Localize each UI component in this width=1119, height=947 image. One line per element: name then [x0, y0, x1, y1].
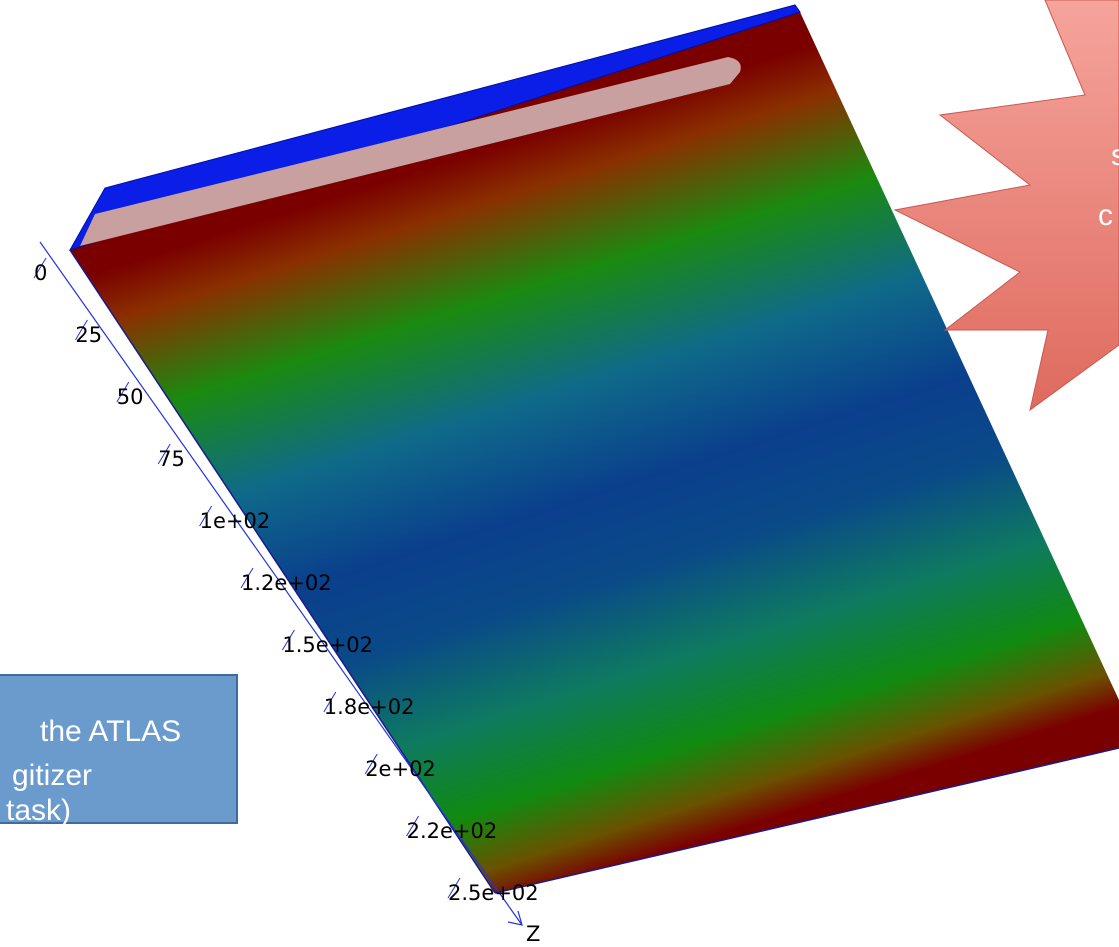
- tick-label: 1.8e+02: [324, 695, 415, 719]
- tick-label: 2.5e+02: [448, 881, 539, 905]
- tick-label: 1e+02: [200, 509, 271, 533]
- star-text: c: [1098, 199, 1113, 232]
- tick-label: 50: [117, 385, 144, 409]
- tick-label: 0: [34, 261, 47, 285]
- tick-label: 2e+02: [365, 757, 436, 781]
- tick-label: 1.2e+02: [241, 571, 332, 595]
- text-box-line: gitizer: [12, 759, 92, 792]
- tick-label: 75: [158, 447, 185, 471]
- visualization: 0 25 50 75 1e+02 1.2e+02 1.5e+02 1.8e+02 2e+02 2.…: [0, 0, 1119, 947]
- text-box-line: the ATLAS: [40, 715, 181, 748]
- tick-label: 25: [75, 323, 102, 347]
- tick-label: 1.5e+02: [282, 633, 373, 657]
- stage: 0 25 50 75 1e+02 1.2e+02 1.5e+02 1.8e+02 2e+02 2.…: [0, 0, 1119, 947]
- text-box-line: task): [6, 794, 71, 827]
- axis-label: Z: [526, 922, 540, 946]
- star-text: s: [1111, 139, 1119, 172]
- tick-label: 2.2e+02: [407, 819, 498, 843]
